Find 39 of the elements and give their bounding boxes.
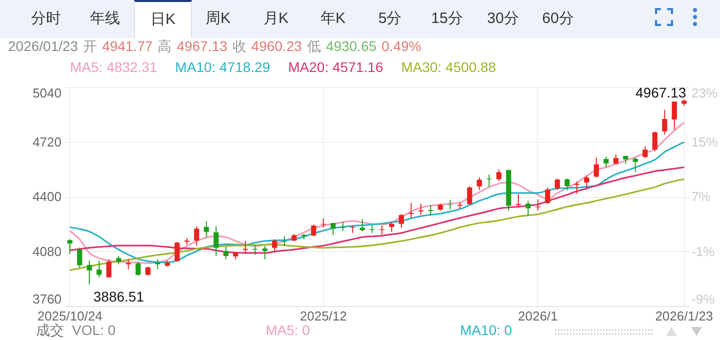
text: MA30: 4500.88 [401, 59, 496, 75]
y-tick-label: 5040 [32, 86, 62, 100]
x-tick-label: 2026/1/23 [655, 308, 714, 324]
text: 5分 [377, 9, 403, 29]
text: 分时 [30, 9, 62, 29]
text: 年线 [89, 9, 121, 29]
x-tick-label: 2025/10/24 [37, 308, 102, 324]
text: 高 [158, 38, 172, 54]
y-tick-label: 4400 [32, 189, 62, 204]
text: 开 [83, 38, 98, 54]
text: 月K [262, 9, 290, 29]
y-tick-label: 3760 [32, 292, 62, 306]
text: 30分 [486, 9, 520, 29]
text: 成交 [36, 322, 64, 338]
text: VOL: 0 [72, 322, 116, 338]
text: MA5: 0 [266, 322, 310, 338]
text: 4960.23 [251, 38, 302, 54]
text: 4941.77 [102, 38, 153, 54]
text: 15分 [430, 9, 464, 29]
text: 4930.65 [326, 38, 377, 54]
text: 2026/01/23 [8, 38, 78, 54]
text: 0.49% [382, 38, 422, 54]
text: 60分 [541, 9, 575, 29]
text: MA20: 4571.16 [288, 59, 384, 75]
text: 日K [134, 0, 192, 38]
text: MA10: 4718.29 [175, 59, 270, 75]
text: MA10: 0 [460, 322, 512, 338]
text: 收 [232, 38, 246, 54]
annotation: 4967.13 [636, 84, 686, 100]
y-tick-label: 4080 [32, 244, 62, 259]
x-tick-label: 2026/1 [518, 308, 558, 324]
annotation: 3886.51 [93, 288, 144, 304]
text: 低 [306, 38, 321, 54]
text: MA5: 4832.31 [70, 59, 158, 75]
y-tick-label: 4720 [32, 134, 62, 150]
text: 周K [204, 9, 232, 29]
text: 年K [319, 9, 346, 29]
x-tick-label: 2025/12 [300, 308, 347, 324]
text: 4967.13 [176, 38, 228, 54]
